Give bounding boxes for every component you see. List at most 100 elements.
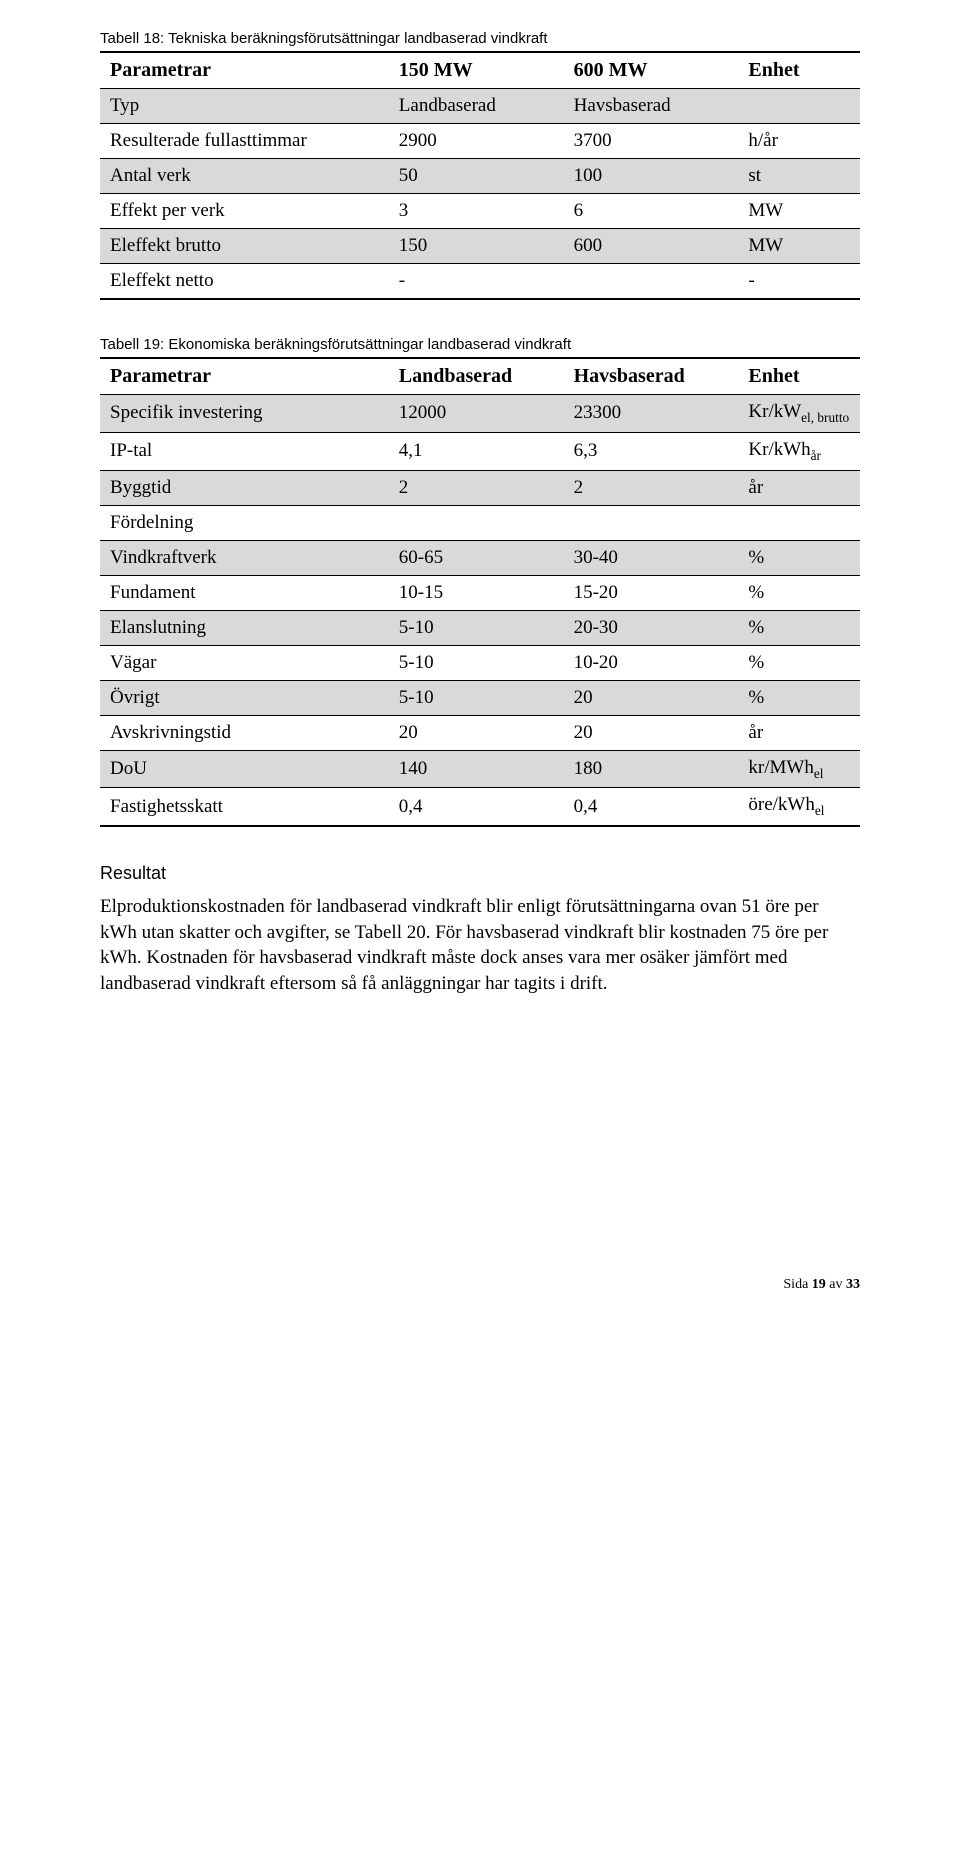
table-cell: 10-15: [389, 575, 564, 610]
table18-header-2: 600 MW: [564, 52, 739, 89]
table-row: Fastighetsskatt0,40,4öre/kWhel: [100, 788, 860, 826]
table-cell: 30-40: [564, 540, 739, 575]
table-cell: 100: [564, 159, 739, 194]
table-cell: 3700: [564, 124, 739, 159]
table-cell: [564, 264, 739, 300]
table-cell: Resulterade fullasttimmar: [100, 124, 389, 159]
table-cell: DoU: [100, 750, 389, 788]
table18-header-1: 150 MW: [389, 52, 564, 89]
table-row: Specifik investering1200023300Kr/kWel, b…: [100, 395, 860, 433]
table-cell: 5-10: [389, 645, 564, 680]
table-row: Elanslutning5-1020-30%: [100, 610, 860, 645]
table-cell: [389, 505, 564, 540]
table-cell: Eleffekt brutto: [100, 229, 389, 264]
table-cell: Vindkraftverk: [100, 540, 389, 575]
table-row: IP-tal4,16,3Kr/kWhår: [100, 432, 860, 470]
table-cell: %: [738, 645, 860, 680]
table-cell: 0,4: [389, 788, 564, 826]
table-cell: Fördelning: [100, 505, 389, 540]
table-cell: 20: [389, 715, 564, 750]
table-cell: 20: [564, 715, 739, 750]
table19-header-0: Parametrar: [100, 358, 389, 395]
table19-header-2: Havsbaserad: [564, 358, 739, 395]
table-cell: Antal verk: [100, 159, 389, 194]
table-cell: kr/MWhel: [738, 750, 860, 788]
table-cell: MW: [738, 194, 860, 229]
table-cell: 12000: [389, 395, 564, 433]
table-cell: 2900: [389, 124, 564, 159]
table-cell: 600: [564, 229, 739, 264]
table-cell: Byggtid: [100, 470, 389, 505]
table-cell: Fundament: [100, 575, 389, 610]
result-title: Resultat: [100, 863, 860, 884]
table-cell: 23300: [564, 395, 739, 433]
table-cell: [564, 505, 739, 540]
table-cell: Fastighetsskatt: [100, 788, 389, 826]
table-cell: Elanslutning: [100, 610, 389, 645]
table-cell: Specifik investering: [100, 395, 389, 433]
table-cell: Kr/kWhår: [738, 432, 860, 470]
table-cell: MW: [738, 229, 860, 264]
table-cell: %: [738, 575, 860, 610]
table-row: Effekt per verk36MW: [100, 194, 860, 229]
table-cell: Avskrivningstid: [100, 715, 389, 750]
table18-header-0: Parametrar: [100, 52, 389, 89]
table-cell: öre/kWhel: [738, 788, 860, 826]
table-cell: 140: [389, 750, 564, 788]
table-row: DoU140180kr/MWhel: [100, 750, 860, 788]
table-row: Byggtid22år: [100, 470, 860, 505]
table-row: TypLandbaseradHavsbaserad: [100, 89, 860, 124]
table-row: Fundament10-1515-20%: [100, 575, 860, 610]
table-row: Eleffekt netto--: [100, 264, 860, 300]
table-cell: [738, 89, 860, 124]
table-cell: 10-20: [564, 645, 739, 680]
table18-header-3: Enhet: [738, 52, 860, 89]
table-row: Fördelning: [100, 505, 860, 540]
table-cell: 20: [564, 680, 739, 715]
page-footer: Sida 19 av 33: [100, 1277, 860, 1293]
footer-mid: av: [826, 1277, 846, 1292]
footer-prefix: Sida: [783, 1277, 811, 1292]
table18: Parametrar 150 MW 600 MW Enhet TypLandba…: [100, 51, 860, 300]
table-cell: 5-10: [389, 610, 564, 645]
table-row: Eleffekt brutto150600MW: [100, 229, 860, 264]
table-cell: 180: [564, 750, 739, 788]
table-cell: 4,1: [389, 432, 564, 470]
table-cell: -: [738, 264, 860, 300]
footer-page: 19: [812, 1277, 826, 1292]
table19-header-1: Landbaserad: [389, 358, 564, 395]
table-cell: 150: [389, 229, 564, 264]
table19-caption: Tabell 19: Ekonomiska beräkningsförutsät…: [100, 336, 860, 353]
table-cell: Landbaserad: [389, 89, 564, 124]
result-body: Elproduktionskostnaden för landbaserad v…: [100, 894, 860, 997]
table-cell: %: [738, 610, 860, 645]
table-cell: Typ: [100, 89, 389, 124]
table-cell: Vägar: [100, 645, 389, 680]
table-cell: Havsbaserad: [564, 89, 739, 124]
table-cell: %: [738, 540, 860, 575]
table-cell: 50: [389, 159, 564, 194]
table-cell: %: [738, 680, 860, 715]
table-row: Övrigt5-1020%: [100, 680, 860, 715]
table-cell: 6: [564, 194, 739, 229]
table18-header-row: Parametrar 150 MW 600 MW Enhet: [100, 52, 860, 89]
table-cell: Övrigt: [100, 680, 389, 715]
table-cell: IP-tal: [100, 432, 389, 470]
table19-header-row: Parametrar Landbaserad Havsbaserad Enhet: [100, 358, 860, 395]
table-cell: st: [738, 159, 860, 194]
table19-header-3: Enhet: [738, 358, 860, 395]
table-cell: 0,4: [564, 788, 739, 826]
table-cell: 3: [389, 194, 564, 229]
table-cell: Effekt per verk: [100, 194, 389, 229]
table-cell: 20-30: [564, 610, 739, 645]
table-cell: [738, 505, 860, 540]
footer-total: 33: [846, 1277, 860, 1292]
table-cell: 6,3: [564, 432, 739, 470]
table-row: Resulterade fullasttimmar29003700h/år: [100, 124, 860, 159]
table-cell: 60-65: [389, 540, 564, 575]
table-row: Vindkraftverk60-6530-40%: [100, 540, 860, 575]
document-page: Tabell 18: Tekniska beräkningsförutsättn…: [0, 0, 960, 1323]
table-cell: -: [389, 264, 564, 300]
table-cell: Kr/kWel, brutto: [738, 395, 860, 433]
table19: Parametrar Landbaserad Havsbaserad Enhet…: [100, 357, 860, 827]
